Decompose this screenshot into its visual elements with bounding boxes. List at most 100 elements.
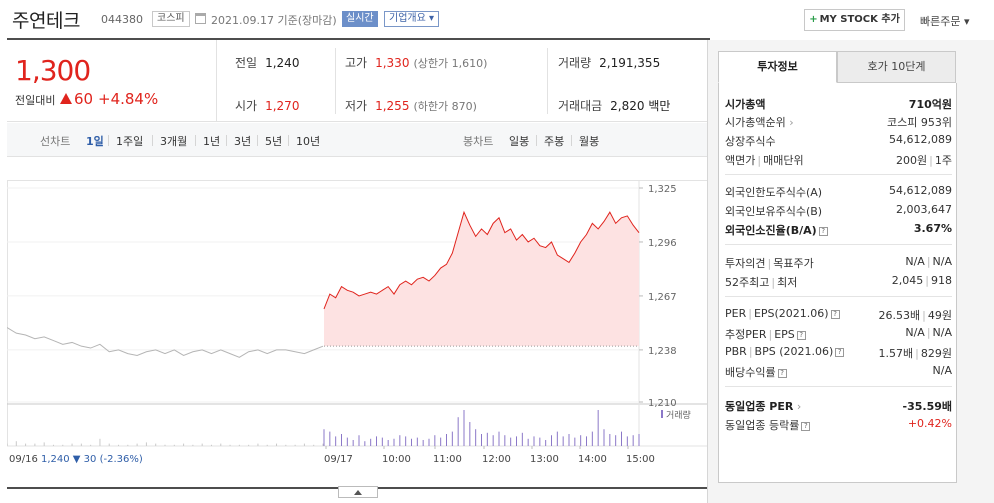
volume-legend-label: 거래량 xyxy=(666,409,691,421)
stat-divider xyxy=(547,48,548,114)
row-foreign-rate: 외국인소진율(B/A)? 3.67% xyxy=(725,222,952,238)
chevron-up-icon xyxy=(354,490,362,495)
stat-label: 고가 xyxy=(345,56,368,70)
x-tick-label: 13:00 xyxy=(530,454,559,465)
stat-label: 거래량 xyxy=(558,56,592,70)
row-label: 투자의견 | 목표주가 xyxy=(725,257,814,270)
volume-legend-swatch xyxy=(661,410,663,418)
stat-prev-close: 전일 1,240 xyxy=(235,54,299,71)
row-value: N/A | N/A xyxy=(905,326,952,339)
period-3m[interactable]: 3개월 xyxy=(160,135,188,148)
row-label: 추정PER | EPS? xyxy=(725,326,806,342)
y-tick-label: 1,296 xyxy=(648,238,677,249)
panel-divider xyxy=(707,40,708,503)
period-1w[interactable]: 1주일 xyxy=(116,135,144,148)
row-value: 200원 | 1주 xyxy=(896,154,952,167)
info-tabs: 투자정보 호가 10단계 xyxy=(718,51,957,83)
row-label: PBR | BPS (2021.06)? xyxy=(725,345,845,358)
company-info-dropdown[interactable]: 기업개요 ▾ xyxy=(384,11,440,27)
candle-daily[interactable]: 일봉 xyxy=(509,135,530,148)
help-icon[interactable]: ? xyxy=(835,348,845,357)
row-label[interactable]: 시가총액순위 › xyxy=(725,116,794,129)
add-mystock-label: MY STOCK 추가 xyxy=(819,14,900,25)
row-value: 코스피 953위 xyxy=(887,116,952,129)
separator xyxy=(195,135,196,146)
caret-down-icon: ▾ xyxy=(963,15,970,28)
tab-investment-info[interactable]: 투자정보 xyxy=(718,51,837,83)
separator xyxy=(536,135,537,146)
stat-volume: 거래량 2,191,355 xyxy=(558,54,660,71)
company-name: 주연테크 xyxy=(12,10,80,32)
investment-info-card: 시가총액 710억원 시가총액순위 › 코스피 953위 상장주식수 54,61… xyxy=(718,83,957,483)
chart-period-bar: 선차트 1일 1주일 3개월 1년 3년 5년 10년 봉차트 일봉 주봉 월봉 xyxy=(7,123,710,157)
stat-amount: 거래대금 2,820 백만 xyxy=(558,97,670,114)
stock-code: 044380 xyxy=(101,13,143,26)
row-label: 액면가 | 매매단위 xyxy=(725,154,804,167)
change-label: 전일대비 xyxy=(15,94,56,107)
period-1d[interactable]: 1일 xyxy=(86,135,104,148)
y-tick-label: 1,325 xyxy=(648,184,677,195)
candle-weekly[interactable]: 주봉 xyxy=(544,135,565,148)
stat-open: 시가 1,270 xyxy=(235,97,299,114)
row-label: 외국인한도주식수(A) xyxy=(725,186,823,199)
price-stats: 전일 1,240 시가 1,270 고가 1,330 (상한가 1,610) 저가 1,2… xyxy=(217,40,710,122)
add-mystock-button[interactable]: + MY STOCK 추가 xyxy=(804,9,905,31)
help-icon[interactable]: ? xyxy=(777,369,787,378)
row-value: +0.42% xyxy=(907,417,952,430)
stat-low: 저가 1,255 (하한가 870) xyxy=(345,97,477,114)
price-summary: 1,300 전일대비 60 +4.84% xyxy=(7,40,217,122)
prev-day-line xyxy=(7,327,324,358)
chevron-right-icon: › xyxy=(796,400,802,413)
line-chart-label: 선차트 xyxy=(40,135,71,148)
stat-value: 1,330 xyxy=(375,56,410,70)
help-icon[interactable]: ? xyxy=(801,422,811,431)
row-listed-shares: 상장주식수 54,612,089 xyxy=(725,133,952,149)
tab-orderbook-10[interactable]: 호가 10단계 xyxy=(837,51,956,83)
change-value: 60 xyxy=(74,90,94,108)
help-icon[interactable]: ? xyxy=(830,310,840,319)
row-per-eps: PER | EPS(2021.06)? 26.53배 | 49원 xyxy=(725,307,952,323)
row-value: N/A xyxy=(932,364,952,377)
y-tick-label: 1,238 xyxy=(648,346,677,357)
quick-order-dropdown[interactable]: 빠른주문 ▾ xyxy=(920,13,970,29)
separator xyxy=(152,135,153,146)
stat-high: 고가 1,330 (상한가 1,610) xyxy=(345,54,487,71)
row-dividend-yield: 배당수익률? N/A xyxy=(725,364,952,380)
x-tick-label: 12:00 xyxy=(482,454,511,465)
help-icon[interactable]: ? xyxy=(818,227,828,236)
row-estimated-per: 추정PER | EPS? N/A | N/A xyxy=(725,326,952,342)
row-value: -35.59배 xyxy=(902,400,952,413)
stat-label: 전일 xyxy=(235,56,258,70)
row-foreign-limit: 외국인한도주식수(A) 54,612,089 xyxy=(725,184,952,200)
current-price: 1,300 xyxy=(15,54,91,87)
collapse-chart-button[interactable] xyxy=(338,486,378,498)
up-arrow-icon xyxy=(60,93,72,104)
separator xyxy=(571,135,572,146)
row-market-cap-rank: 시가총액순위 › 코스피 953위 xyxy=(725,114,952,130)
realtime-button[interactable]: 실시간 xyxy=(342,11,378,27)
row-label: 시가총액 xyxy=(725,98,766,111)
today-line xyxy=(323,210,640,310)
separator xyxy=(288,135,289,146)
period-5y[interactable]: 5년 xyxy=(265,135,283,148)
row-label[interactable]: 동일업종 PER › xyxy=(725,400,802,413)
base-date: 2021.09.17 기준(장마감) xyxy=(211,14,337,27)
investment-info-panel: 투자정보 호가 10단계 시가총액 710억원 시가총액순위 › 코스피 953… xyxy=(708,40,994,503)
period-3y[interactable]: 3년 xyxy=(234,135,252,148)
period-1y[interactable]: 1년 xyxy=(203,135,221,148)
separator xyxy=(257,135,258,146)
row-value: 2,003,647 xyxy=(896,203,952,216)
stat-label: 저가 xyxy=(345,99,368,113)
separator xyxy=(108,135,109,146)
period-10y[interactable]: 10년 xyxy=(296,135,321,148)
stat-divider xyxy=(335,48,336,114)
x-tick-label: 14:00 xyxy=(578,454,607,465)
candle-monthly[interactable]: 월봉 xyxy=(579,135,600,148)
chevron-right-icon: › xyxy=(789,116,794,129)
row-value: 54,612,089 xyxy=(889,133,952,146)
help-icon[interactable]: ? xyxy=(796,331,806,340)
calendar-icon xyxy=(195,13,206,24)
lower-limit: (하한가 870) xyxy=(413,100,477,113)
row-industry-per: 동일업종 PER › -35.59배 xyxy=(725,398,952,414)
